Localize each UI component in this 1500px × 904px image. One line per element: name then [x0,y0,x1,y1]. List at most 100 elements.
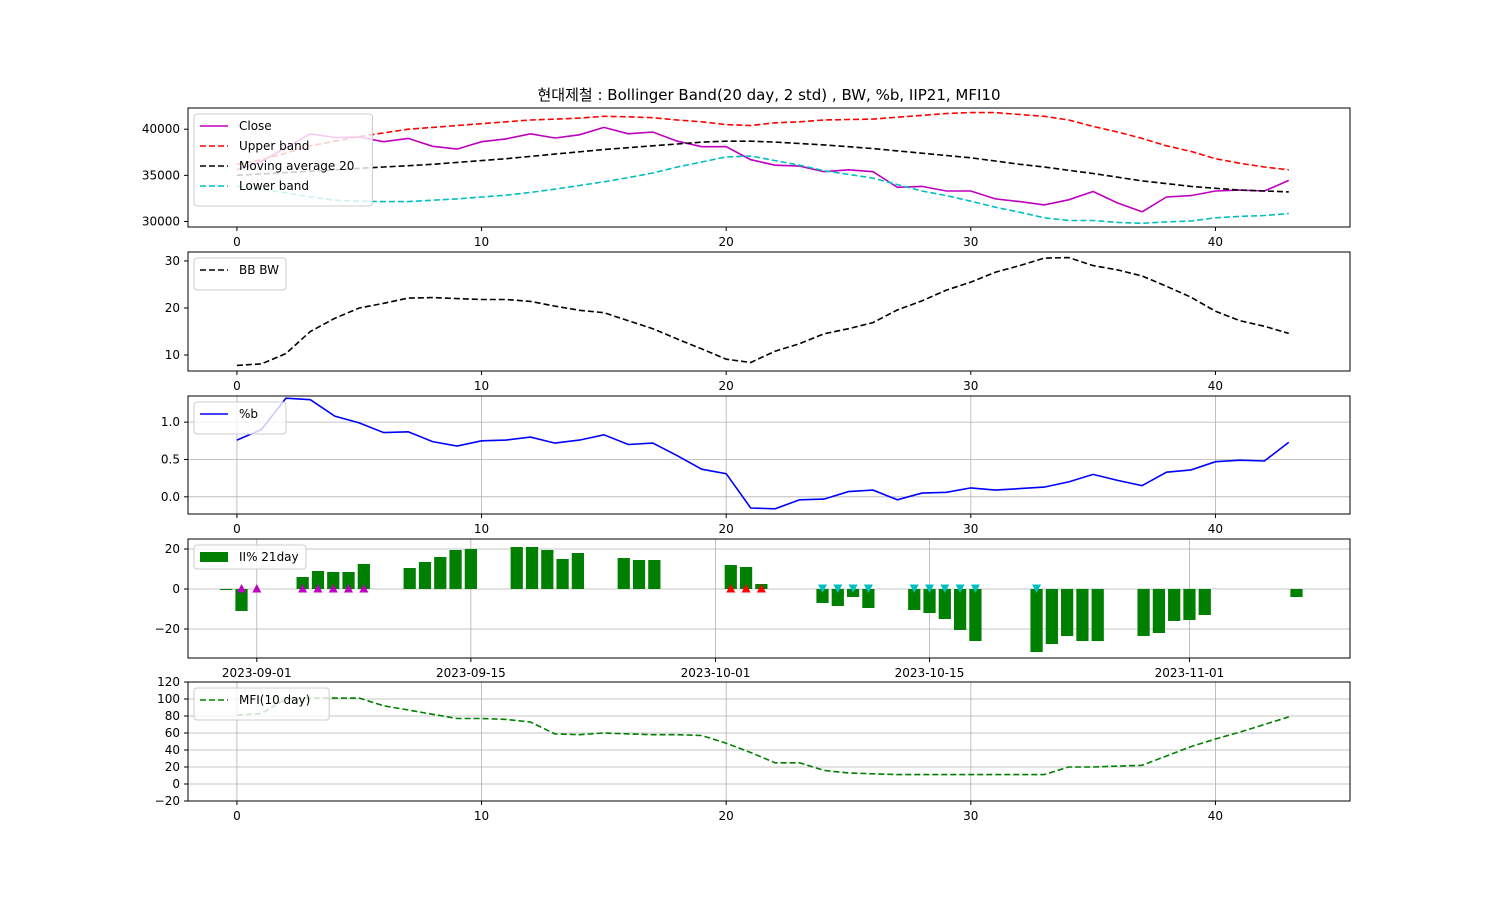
ii-bar [908,589,921,610]
sell-marker [833,584,843,593]
ii-bar [1183,589,1196,620]
legend-label: BB BW [239,263,279,277]
series-line-close [236,126,1290,213]
x-tick-label: 20 [719,379,734,393]
legend-box [193,113,373,207]
y-tick-label: 60 [165,726,180,740]
ii-bar [1045,589,1058,644]
y-tick-label: 40000 [142,122,180,136]
panel-price [184,107,1351,231]
buy-marker-red [726,584,736,593]
y-tick-label: 100 [157,692,180,706]
legend-swatch [200,552,228,562]
buy-marker [237,584,247,593]
ii-bar [403,568,416,589]
buy-marker [252,584,262,593]
ii-bar [525,547,539,589]
axes-frame [187,107,1351,228]
x-tick-label: 0 [233,809,241,823]
ii-bar [648,560,661,589]
ii-bar [724,565,737,589]
x-tick-label: 20 [719,522,734,536]
x-tick-label: 20 [719,235,734,249]
ii-bar [632,560,646,589]
y-tick-label: 0 [172,582,180,596]
y-tick-label: 0.0 [161,490,180,504]
y-tick-label: 30 [165,254,180,268]
x-tick-label: 20 [719,809,734,823]
x-tick-label: 30 [963,522,978,536]
buy-marker-red [741,584,751,593]
x-tick-label: 0 [233,379,241,393]
ii-bar [541,550,554,589]
y-tick-label: 10 [165,348,180,362]
y-tick-label: 20 [165,301,180,315]
y-tick-label: 35000 [142,168,180,182]
legend-label: Upper band [239,139,309,153]
legend-box [193,401,287,435]
ii-bar [327,572,340,589]
ii-bar [1030,589,1043,652]
chart-title: 현대제철 : Bollinger Band(20 day, 2 std) , B… [537,86,1000,104]
y-tick-label: 0.5 [161,452,180,466]
sell-marker [970,584,980,593]
x-tick-label: 40 [1208,809,1223,823]
ii-bar [510,547,523,589]
ii-bar [923,589,936,613]
sell-marker [1032,584,1042,593]
x-tick-label: 10 [474,379,489,393]
ii-bar [357,564,370,589]
ii-bar [617,558,630,589]
x-tick-label: 40 [1208,522,1223,536]
series-line-upper-band [236,111,1289,171]
ii-bar [556,559,569,589]
y-tick-label: −20 [155,622,180,636]
axes-frame [187,538,1351,659]
ii-bar [449,550,462,589]
ii-bar [464,549,477,589]
legend-label: Close [239,119,272,133]
legend-label: Moving average 20 [239,159,354,173]
x-tick-label: 30 [963,379,978,393]
ii-bar [739,567,753,589]
x-tick-label: 10 [474,522,489,536]
y-tick-label: 20 [165,542,180,556]
ii-bar [1137,589,1150,636]
series-line-lower-band [236,155,1289,225]
legend-label: Lower band [239,179,309,193]
series-line-mfi-10-day- [236,697,1290,776]
ii-bar [862,589,875,608]
buy-marker [359,584,369,593]
y-tick-label: 40 [165,743,180,757]
ii-bar [342,572,355,589]
sell-marker [818,584,828,593]
sell-marker [955,584,965,593]
legend-label: %b [239,407,258,421]
sell-marker [940,584,950,593]
series-line-bb-bw [236,256,1290,367]
y-tick-label: 80 [165,709,180,723]
ii-bar [1152,589,1165,633]
ii-bar [1061,589,1074,636]
ii-bar [1290,589,1303,597]
y-tick-label: 1.0 [161,415,180,429]
ii-bar [938,589,951,619]
ii-bar [235,589,248,611]
x-tick-label: 2023-11-01 [1155,666,1225,680]
buy-marker [313,584,323,593]
panel-mfi [184,681,1351,805]
x-tick-label: 2023-09-15 [436,666,506,680]
x-tick-label: 0 [233,522,241,536]
legend-label: MFI(10 day) [239,693,310,707]
axes-frame [187,681,1351,802]
ii-bar [220,589,233,590]
ii-bar [954,589,967,630]
x-tick-label: 10 [474,235,489,249]
ii-bar [296,577,309,589]
buy-marker [298,584,308,593]
sell-marker [863,584,873,593]
series-line-moving-average-20 [236,140,1289,193]
x-tick-label: 30 [963,809,978,823]
ii-bar [1091,589,1104,641]
